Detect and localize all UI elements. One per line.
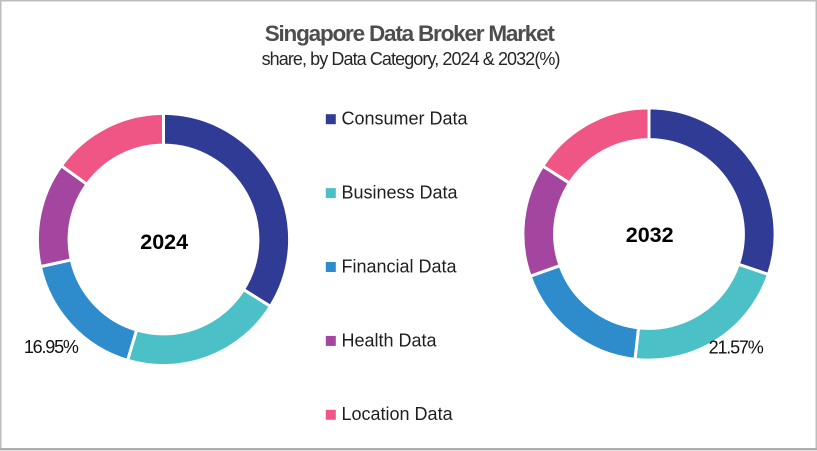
svg-text:2032: 2032 — [626, 223, 674, 247]
svg-text:Business Data: Business Data — [342, 183, 459, 203]
svg-text:Singapore Data Broker Market: Singapore Data Broker Market — [265, 21, 556, 46]
svg-text:21.57%: 21.57% — [709, 337, 764, 357]
svg-text:Financial Data: Financial Data — [342, 256, 458, 276]
svg-text:Location Data: Location Data — [342, 404, 454, 424]
svg-text:share, by Data Category, 2024: share, by Data Category, 2024 & 2032(%) — [262, 49, 560, 69]
svg-text:16.95%: 16.95% — [24, 337, 79, 357]
svg-text:Consumer Data: Consumer Data — [342, 109, 469, 129]
svg-text:Health Data: Health Data — [342, 330, 438, 350]
svg-text:2024: 2024 — [140, 230, 188, 254]
